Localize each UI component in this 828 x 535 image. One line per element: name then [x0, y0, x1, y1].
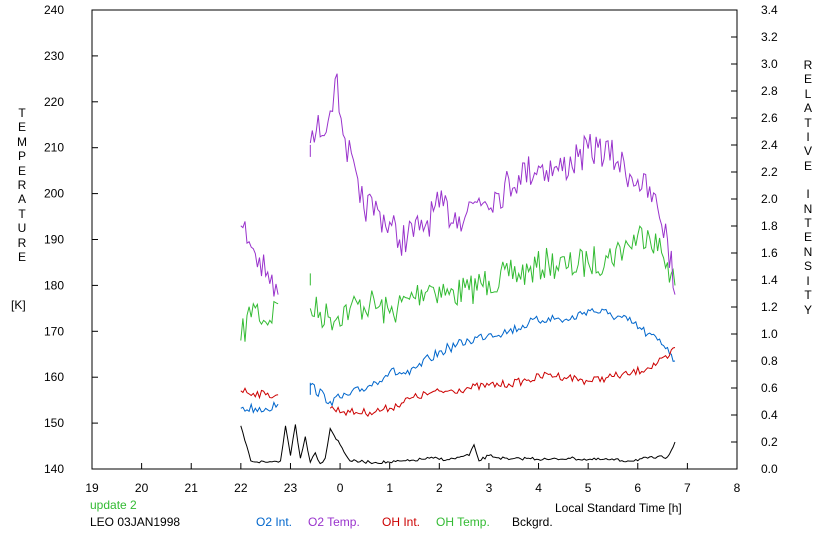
plot-border	[91, 9, 738, 470]
y-left-tick-label: 210	[44, 141, 64, 155]
x-tick-label: 2	[436, 481, 443, 495]
x-tick-label: 0	[337, 481, 344, 495]
status-text: update 2	[90, 498, 137, 512]
x-tick-label: 6	[634, 481, 641, 495]
x-tick-label: 19	[85, 481, 99, 495]
series-layer	[240, 73, 676, 465]
series-line-o2-temp	[240, 221, 279, 297]
x-tick-label: 7	[684, 481, 691, 495]
legend-item-o2-temp: O2 Temp.	[308, 515, 360, 529]
series-line-oh-temp	[309, 225, 676, 331]
y-right-tick-label: 3.0	[761, 57, 778, 71]
series-line-oh-temp	[240, 300, 279, 342]
y-right-tick-label: 1.8	[761, 219, 778, 233]
series-line-oh-int	[240, 387, 279, 400]
y-axis-left-unit: [K]	[11, 298, 26, 312]
y-right-tick-label: 2.2	[761, 165, 778, 179]
y-right-tick-label: 1.2	[761, 300, 778, 314]
x-tick-label: 3	[486, 481, 493, 495]
y-right-tick-label: 0.2	[761, 435, 778, 449]
x-tick-label: 5	[585, 481, 592, 495]
x-axis-label: Local Standard Time [h]	[555, 501, 682, 515]
y-left-tick-label: 240	[44, 3, 64, 17]
y-right-tick-label: 3.4	[761, 3, 778, 17]
y-right-tick-label: 1.6	[761, 246, 778, 260]
legend-item-oh-temp: OH Temp.	[436, 515, 490, 529]
x-tick-label: 1	[386, 481, 393, 495]
series-line-bckgrd	[240, 424, 676, 465]
legend-item-bckgrd: Bckgrd.	[512, 515, 553, 529]
plot-frame	[91, 9, 738, 470]
y-right-tick-label: 2.8	[761, 84, 778, 98]
y-right-tick-label: 0.4	[761, 408, 778, 422]
y-left-tick-label: 220	[44, 95, 64, 109]
y-right-tick-label: 0.8	[761, 354, 778, 368]
y-left-tick-label: 150	[44, 416, 64, 430]
y-right-tick-label: 3.2	[761, 30, 778, 44]
series-line-oh-int	[329, 347, 676, 417]
x-tick-label: 23	[284, 481, 298, 495]
x-tick-label: 21	[185, 481, 199, 495]
y-right-tick-label: 2.6	[761, 111, 778, 125]
y-left-tick-label: 200	[44, 187, 64, 201]
y-right-tick-label: 1.0	[761, 327, 778, 341]
x-tick-label: 8	[734, 481, 741, 495]
legend-item-o2-int: O2 Int.	[256, 515, 293, 529]
y-right-tick-label: 1.4	[761, 273, 778, 287]
x-tick-label: 4	[535, 481, 542, 495]
x-tick-label: 20	[135, 481, 149, 495]
series-line-o2-int	[240, 401, 279, 414]
y-right-tick-label: 2.0	[761, 192, 778, 206]
series-line-o2-temp	[309, 73, 676, 295]
y-left-tick-label: 170	[44, 324, 64, 338]
y-right-tick-label: 2.4	[761, 138, 778, 152]
y-left-tick-label: 160	[44, 370, 64, 384]
series-line-o2-int	[309, 307, 676, 407]
y-left-tick-label: 180	[44, 278, 64, 292]
legend-item-oh-int: OH Int.	[382, 515, 421, 529]
x-tick-label: 22	[234, 481, 248, 495]
y-left-tick-label: 140	[44, 462, 64, 476]
site-date-label: LEO 03JAN1998	[90, 515, 181, 529]
y-right-tick-label: 0.0	[761, 462, 778, 476]
y-right-tick-label: 0.6	[761, 381, 778, 395]
y-left-tick-label: 190	[44, 233, 64, 247]
y-left-tick-label: 230	[44, 49, 64, 63]
axis-layer: 1401501601701801902002102202302400.00.20…	[44, 3, 778, 495]
